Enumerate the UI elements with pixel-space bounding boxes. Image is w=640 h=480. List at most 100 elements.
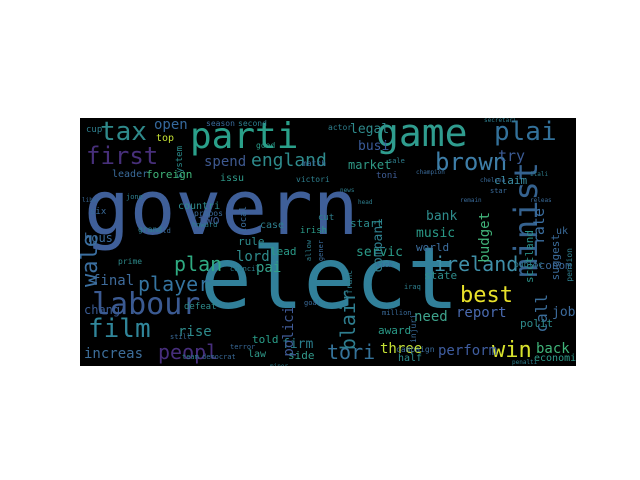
word-local: local <box>239 206 249 234</box>
word-top: top <box>156 133 175 144</box>
word-foreign: foreign <box>146 168 193 181</box>
word-itali: itali <box>530 171 549 178</box>
word-player: player <box>138 272 211 296</box>
word-sale: sale <box>388 157 405 165</box>
word-rule: rule <box>238 235 265 248</box>
word-kick: kick <box>376 261 393 269</box>
word-match: match <box>302 159 327 168</box>
word-lord: lord <box>236 249 270 265</box>
word-final: final <box>92 273 135 289</box>
word-report: report <box>456 305 507 321</box>
word-toni: toni <box>376 171 398 181</box>
word-pension: pension <box>565 248 574 282</box>
word-second: second <box>238 119 267 128</box>
word-good: good <box>256 141 276 150</box>
word-grand: grand <box>138 225 163 234</box>
word-best: best <box>460 283 513 308</box>
word-lead: lead <box>270 245 297 258</box>
word-claim: claim <box>494 174 528 187</box>
word-tori: tori <box>327 340 376 364</box>
word-secretari: secretari <box>484 118 517 124</box>
word-penalti: penalti <box>512 359 538 366</box>
word-allow: allow <box>305 240 313 262</box>
word-polit: polit <box>520 317 554 330</box>
word-public: public <box>514 260 543 269</box>
word-need: need <box>414 309 448 325</box>
word-still: still <box>170 333 192 341</box>
word-econom: econom <box>532 259 572 272</box>
word-suggest: suggest <box>549 234 562 281</box>
word-legal: legal <box>350 122 390 137</box>
word-state: state <box>424 269 458 282</box>
word-two: two <box>198 213 220 227</box>
word-polici: polici <box>281 306 297 357</box>
word-three: three <box>380 341 423 357</box>
word-campaign: campaign <box>396 345 435 354</box>
word-first: first <box>86 142 159 170</box>
word-busi: busi <box>358 139 390 154</box>
word-firm: firm <box>282 337 314 352</box>
word-releas: releas <box>530 197 552 204</box>
word-brown: brown <box>435 148 508 176</box>
word-told: told <box>252 333 279 346</box>
word-world: world <box>416 241 450 254</box>
word-blair: blair <box>336 290 360 351</box>
word-countri: countri <box>178 201 221 212</box>
word-job: job <box>552 305 576 320</box>
word-star: star <box>490 187 507 195</box>
word-goal: goal <box>304 299 321 307</box>
word-start: start <box>350 217 384 230</box>
word-budget: budget <box>477 212 493 263</box>
word-defeat: defeat <box>184 302 217 312</box>
word-six: six <box>90 207 107 217</box>
word-side: side <box>288 349 315 362</box>
word-season: season <box>206 119 235 128</box>
word-leader: leader <box>112 169 149 180</box>
word-economi: economi <box>534 353 576 364</box>
word-cloud: govern elect game parti labour tax plai first br… <box>80 118 576 366</box>
word-scotland: scotland <box>523 230 536 283</box>
word-plai: plai <box>494 118 557 147</box>
word-franc: franc <box>345 270 354 295</box>
word-prime: prime <box>118 257 143 266</box>
word-parti: parti <box>190 118 299 157</box>
word-jone: jone <box>126 193 143 201</box>
word-chelsea: chelsea <box>480 177 506 184</box>
word-gener: gener <box>317 240 325 262</box>
word-bank: bank <box>426 209 458 224</box>
word-news: news <box>340 187 355 194</box>
word-back: back <box>536 341 570 357</box>
word-plan: plan <box>174 252 223 276</box>
word-law: law <box>248 349 267 360</box>
word-hold: hold <box>154 227 171 235</box>
word-minor: minor <box>270 364 288 367</box>
word-liber: liber <box>82 197 101 204</box>
word-champion: champion <box>416 169 445 176</box>
word-cup: cup <box>86 125 103 135</box>
word-howard: howard <box>192 221 218 229</box>
word-music: music <box>416 226 456 241</box>
word-head: head <box>358 199 373 206</box>
word-remain: remain <box>460 197 482 204</box>
word-rise: rise <box>178 324 212 340</box>
word-million: million <box>382 309 412 317</box>
word-peopl: peopl <box>158 340 219 364</box>
word-govern: govern <box>84 163 359 252</box>
word-england: england <box>251 150 327 171</box>
word-chang: chang <box>84 303 121 317</box>
word-uk: uk <box>556 226 569 237</box>
word-try: try <box>498 147 526 165</box>
word-iraq: iraq <box>404 283 421 291</box>
word-victori: victori <box>296 175 330 184</box>
word-council: council <box>230 265 260 273</box>
word-actor: actor <box>328 123 353 132</box>
word-team: team <box>182 353 199 361</box>
word-open: open <box>154 118 188 133</box>
word-irish: irish <box>300 226 328 236</box>
word-tax: tax <box>100 118 147 147</box>
word-spend: spend <box>204 154 247 170</box>
word-democrat: democrat <box>202 353 236 361</box>
word-hous: hous <box>84 231 113 245</box>
word-terror: terror <box>230 343 256 351</box>
word-cut: cut <box>318 213 335 223</box>
